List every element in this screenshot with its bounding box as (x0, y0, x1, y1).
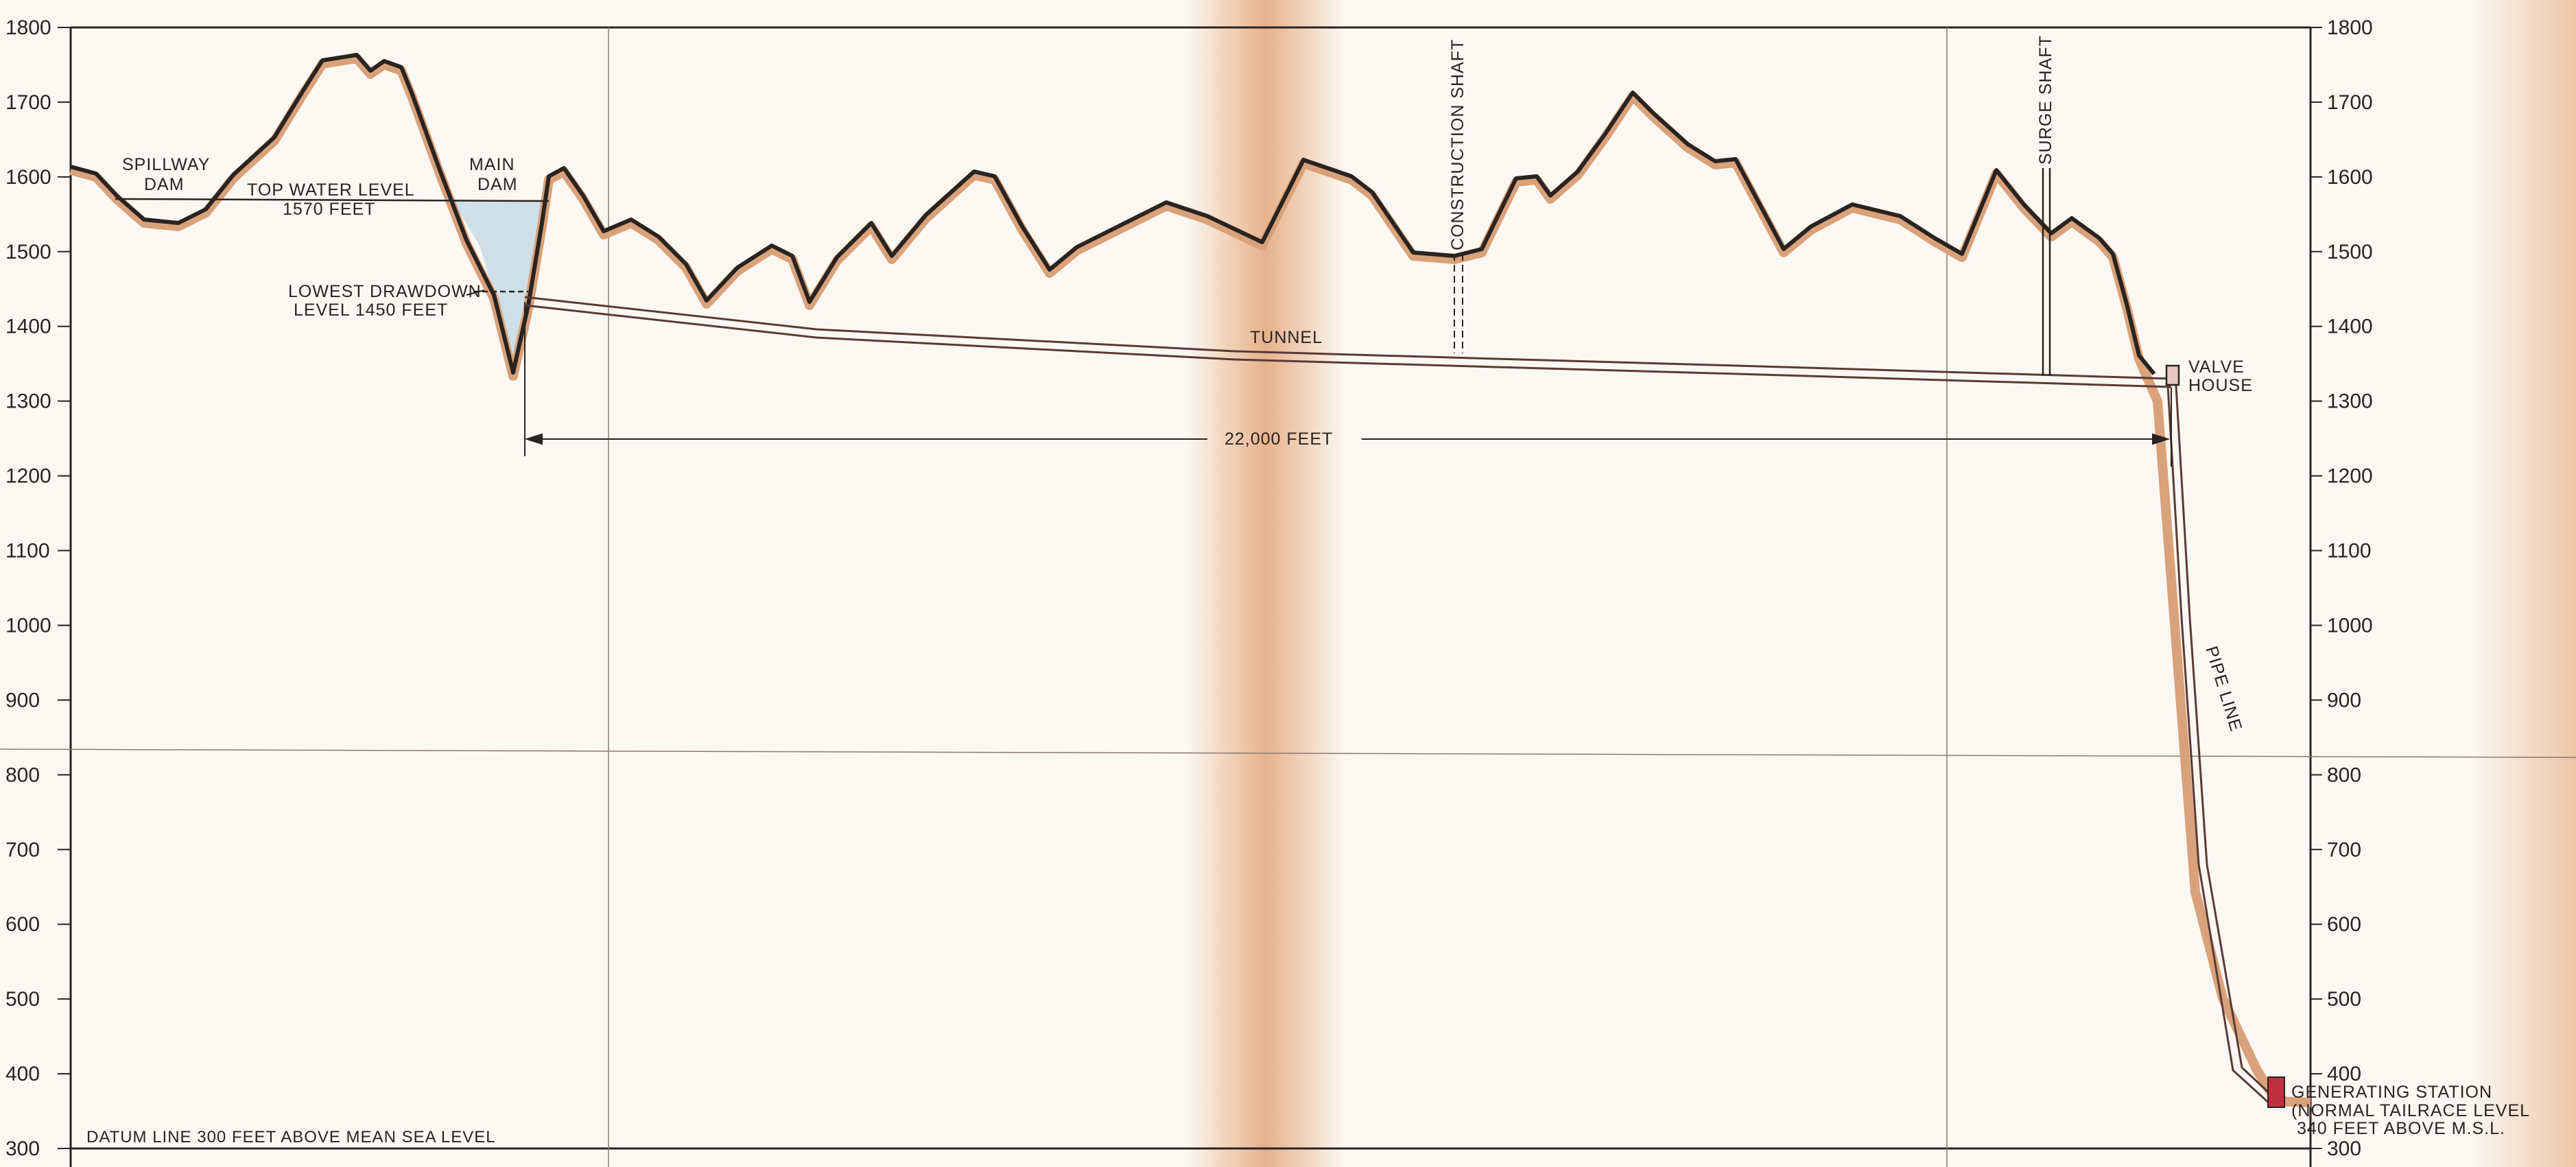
top-water-level-line (115, 198, 550, 202)
right-axis-tick-label: 1300 (2327, 390, 2373, 413)
right-axis-tick-label: 900 (2327, 689, 2361, 711)
left-axis-tick-label: 1500 (5, 241, 51, 263)
construction-shaft (1454, 254, 1463, 353)
left-axis-tick-label: 1700 (5, 91, 51, 114)
fold-stain-right (2470, 0, 2576, 1167)
construction-shaft-label: CONSTRUCTION SHAFT (1448, 39, 1467, 250)
ground-profile (70, 53, 2156, 375)
left-axis-tick-label: 600 (5, 913, 40, 936)
datum-label: DATUM LINE 300 FEET ABOVE MEAN SEA LEVEL (86, 1128, 496, 1146)
main-dam-label: MAIN (469, 155, 515, 174)
left-axis-tick-label: 900 (5, 689, 40, 711)
tailrace-value: 340 FEET ABOVE M.S.L. (2297, 1119, 2505, 1138)
main-dam-label-2: DAM (477, 175, 518, 194)
right-axis-tick-label: 500 (2327, 988, 2361, 1011)
left-axis-tick-label: 1200 (5, 465, 51, 488)
distance-label: 22,000 FEET (1225, 429, 1333, 449)
pipe-line-label: PIPE LINE (2201, 644, 2245, 734)
annotations: SPILLWAY DAM TOP WATER LEVEL 1570 FEET M… (86, 35, 2530, 1146)
spillway-dam-label: SPILLWAY (122, 155, 210, 174)
left-axis-tick-label: 300 (5, 1137, 40, 1160)
drawdown-arrow (466, 290, 485, 296)
left-axis-tick-label: 800 (5, 764, 40, 786)
right-axis-tick-label: 1200 (2327, 465, 2373, 488)
tunnel (524, 296, 2172, 388)
right-axis-tick-label: 800 (2327, 764, 2361, 786)
left-axis-tick-label: 700 (5, 838, 40, 861)
right-axis: 1800 1700 1600 1500 1400 1300 1200 1100 1000 900 8… (2311, 16, 2373, 1160)
valve-house (2165, 364, 2180, 386)
right-axis-tick-label: 1600 (2327, 166, 2373, 189)
left-axis-tick-label: 1600 (5, 166, 51, 189)
right-axis-tick-label: 1100 (2327, 540, 2372, 563)
left-axis-tick-label: 1400 (5, 316, 51, 338)
top-water-level-value: 1570 FEET (283, 200, 375, 219)
left-axis-tick-label: 400 (5, 1063, 40, 1085)
left-axis-tick-label: 1300 (5, 390, 51, 413)
distance-dimension (524, 302, 2172, 467)
reservoir-water (453, 201, 545, 357)
tunnel-label: TUNNEL (1250, 328, 1323, 347)
frame (0, 26, 2576, 1167)
spillway-dam-label-2: DAM (144, 175, 185, 194)
lowest-drawdown-label: LOWEST DRAWDOWN (288, 282, 482, 301)
left-axis-tick-label: 500 (5, 988, 40, 1011)
right-axis-tick-label: 1400 (2327, 316, 2373, 338)
right-axis-tick-label: 700 (2327, 838, 2361, 861)
pipe-line (2166, 385, 2276, 1106)
top-water-level-label: TOP WATER LEVEL (247, 180, 415, 200)
generating-station (2267, 1076, 2285, 1108)
right-axis-tick-label: 1000 (2327, 614, 2373, 637)
right-axis-tick-label: 1700 (2327, 91, 2373, 114)
right-axis-tick-label: 1500 (2327, 241, 2373, 263)
surge-shaft (2042, 168, 2051, 376)
right-axis-tick-label: 1800 (2327, 16, 2373, 39)
lowest-drawdown-value: LEVEL 1450 FEET (294, 300, 448, 320)
left-axis: 1800 1700 1600 1500 1400 1300 1200 1100 1000 900 8… (5, 16, 71, 1160)
left-axis-tick-label: 1100 (5, 540, 50, 563)
right-axis-tick-label: 300 (2327, 1137, 2361, 1160)
tailrace-label: (NORMAL TAILRACE LEVEL (2291, 1101, 2530, 1120)
right-axis-tick-label: 600 (2327, 913, 2361, 936)
fold-stain (1187, 0, 1345, 1167)
generating-station-label: GENERATING STATION (2291, 1083, 2492, 1102)
right-axis-tick-label: 400 (2327, 1063, 2361, 1085)
valve-house-label: VALVE (2188, 357, 2245, 377)
left-axis-tick-label: 1000 (5, 614, 51, 637)
valve-house-label-2: HOUSE (2188, 376, 2253, 395)
left-axis-tick-label: 1800 (5, 16, 51, 39)
surge-shaft-label: SURGE SHAFT (2036, 35, 2055, 165)
